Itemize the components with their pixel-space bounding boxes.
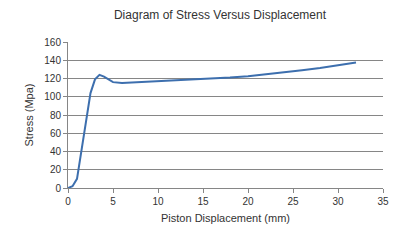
svg-text:10: 10 xyxy=(152,196,164,207)
svg-text:140: 140 xyxy=(44,55,61,66)
svg-text:15: 15 xyxy=(197,196,209,207)
svg-text:160: 160 xyxy=(44,37,61,48)
svg-text:60: 60 xyxy=(50,128,62,139)
svg-text:0: 0 xyxy=(55,183,61,194)
svg-text:0: 0 xyxy=(65,196,71,207)
svg-text:20: 20 xyxy=(50,164,62,175)
svg-text:20: 20 xyxy=(242,196,254,207)
svg-text:25: 25 xyxy=(287,196,299,207)
svg-text:5: 5 xyxy=(110,196,116,207)
svg-text:80: 80 xyxy=(50,110,62,121)
svg-text:100: 100 xyxy=(44,91,61,102)
svg-text:35: 35 xyxy=(377,196,389,207)
svg-text:Stress (Mpa): Stress (Mpa) xyxy=(23,84,35,147)
svg-text:120: 120 xyxy=(44,73,61,84)
svg-text:30: 30 xyxy=(332,196,344,207)
svg-text:Piston Displacement (mm): Piston Displacement (mm) xyxy=(161,212,290,224)
svg-text:Diagram of Stress Versus Displ: Diagram of Stress Versus Displacement xyxy=(114,8,327,22)
svg-text:40: 40 xyxy=(50,146,62,157)
